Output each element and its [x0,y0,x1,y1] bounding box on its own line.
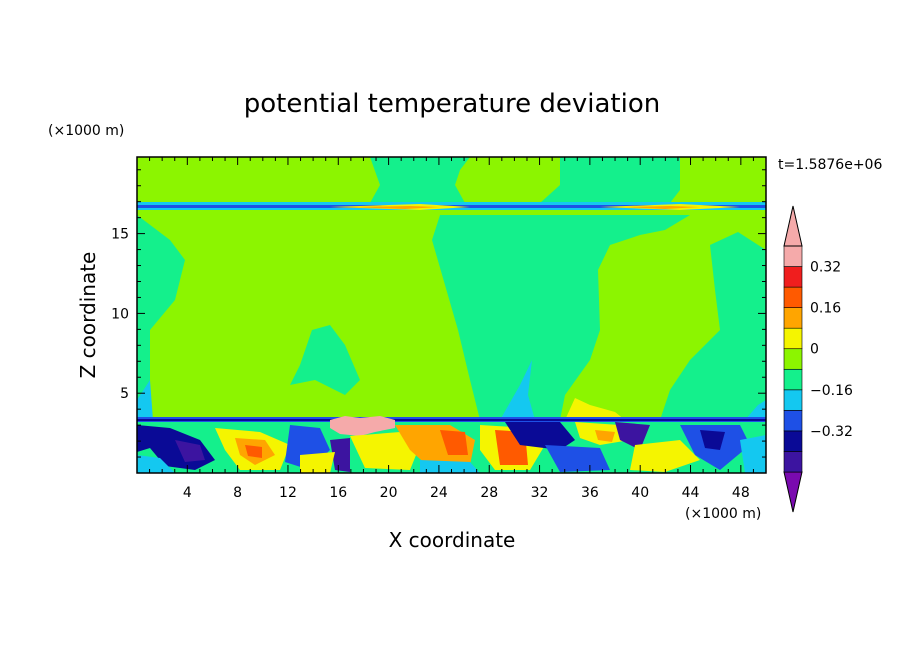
colorbar-swatch [783,410,803,432]
field-bl-cyan-a [137,455,175,473]
field-cyan-wisp-a [137,380,153,420]
colorbar-label: 0.32 [810,260,841,276]
field-bl-top-stripe-dark [137,419,766,421]
field-bl-yellow-e [630,440,700,472]
x-tick-label: 16 [329,485,347,501]
x-tick-label: 40 [631,485,649,501]
field-bl-red-b [440,430,468,455]
y-unit-label: (×1000 m) [48,123,124,139]
colorbar-label: −0.16 [810,383,853,399]
field-bl-navy-a [505,422,575,450]
field-bl-blue-b [545,445,610,472]
field-upper-layer-green [137,210,766,215]
field-upper-cyan-patch-a [370,157,470,203]
field-bl-yellow-b [350,432,420,470]
contour-field [137,157,766,473]
x-tick-label: 44 [682,485,700,501]
x-axis-label: X coordinate [389,528,516,552]
x-axis: 4 8 12 16 20 24 28 32 36 40 44 48 [136,157,767,501]
y-axis: 5 10 15 [111,169,766,474]
colorbar-label: 0 [810,342,819,358]
field-bl-cyan-c [420,460,480,473]
x-tick-label: 12 [279,485,297,501]
field-bl-cyan-b [740,435,766,473]
field-yellow-wisp [565,398,625,420]
colorbar-swatch [783,430,803,452]
field-bl-purple-c [615,422,650,450]
field-bl-purple-b [330,438,350,472]
field-upper-layer-warm-b [345,206,440,209]
field-bl-orange-c [595,430,615,442]
y-axis-label: Z coordinate [76,252,100,379]
field-cyan-wisp-c [745,400,766,420]
x-tick-label: 48 [732,485,750,501]
x-unit-label: (×1000 m) [685,506,761,522]
field-bl-navy-b [700,430,725,450]
colorbar-swatch [783,245,803,267]
colorbar: −0.32 −0.16 0 0.16 0.32 [783,205,853,513]
x-tick-label: 4 [183,485,192,501]
x-tick-label: 32 [531,485,549,501]
x-tick-label: 8 [233,485,242,501]
colorbar-swatch [783,327,803,350]
field-bl-purple-left-core [175,440,205,462]
colorbar-swatch [783,266,803,288]
field-bl-red-a [245,445,262,458]
field-bl-yellow-f [300,452,335,473]
x-tick-label: 20 [380,485,398,501]
colorbar-label: 0.16 [810,301,841,317]
colorbar-swatch [783,451,803,473]
colorbar-swatch [783,368,803,391]
colorbar-swatch [783,389,803,411]
time-label: t=1.5876e+06 [778,157,882,173]
y-tick-label: 10 [111,306,129,322]
field-plume-left-hole [290,325,360,395]
field-plume-right [560,215,766,420]
x-tick-label: 24 [430,485,448,501]
y-tick-label: 5 [120,386,129,402]
colorbar-swatch [783,307,803,329]
chart-title: potential temperature deviation [244,89,660,119]
field-cyan-wisp-b [500,360,535,420]
colorbar-swatch [783,348,803,370]
colorbar-upper-extension [783,205,803,247]
y-tick-label: 15 [111,227,129,243]
x-tick-label: 36 [581,485,599,501]
field-upper-cyan-patch-b [540,157,680,203]
x-tick-label: 28 [480,485,498,501]
colorbar-lower-extension [783,471,803,513]
field-bl-pink-blob [330,416,395,436]
colorbar-label: −0.32 [810,424,853,440]
field-plume-left [137,215,480,420]
colorbar-swatch [783,286,803,308]
field-upper-layer-warm-d [620,206,700,209]
